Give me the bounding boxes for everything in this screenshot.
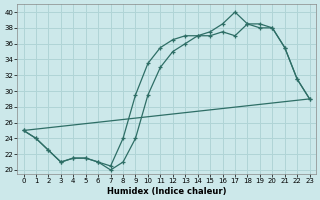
X-axis label: Humidex (Indice chaleur): Humidex (Indice chaleur) — [107, 187, 226, 196]
